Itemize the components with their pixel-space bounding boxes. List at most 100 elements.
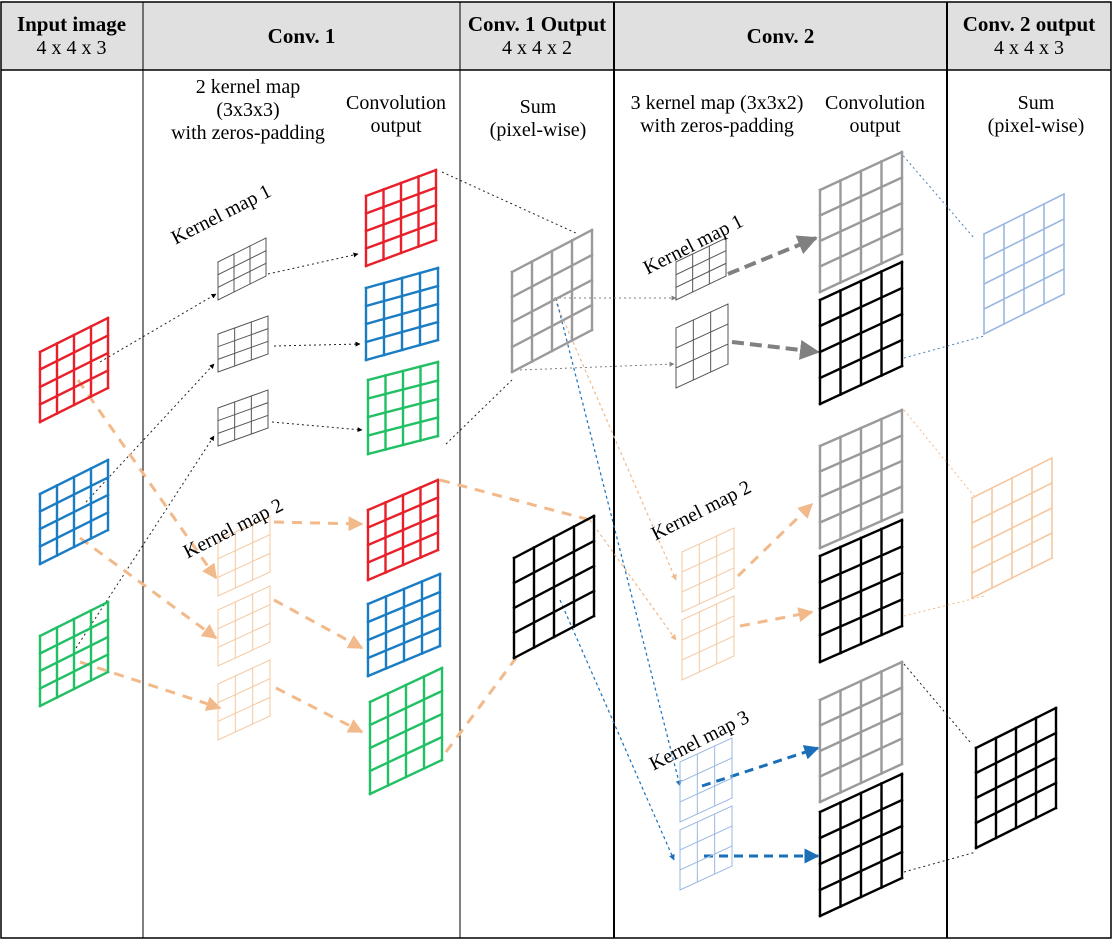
grid-line (818, 624, 904, 664)
grid-line (217, 275, 267, 301)
grid-line (366, 626, 442, 660)
grid-line (368, 758, 444, 796)
conv2-output-gray (818, 660, 904, 804)
caption-conv1-sum: Sum (pixel-wise) (489, 96, 587, 141)
input-green-channel (38, 600, 110, 708)
grid-line (217, 353, 269, 373)
grid-line (818, 510, 904, 550)
arrow-input-to-km2 (79, 660, 222, 711)
grid-line (364, 220, 438, 251)
grid-line (681, 615, 735, 641)
arrow-km2-to-output (275, 686, 364, 734)
grid-line (818, 484, 904, 525)
arrow-kernel-to-output (731, 339, 820, 360)
grid-line (818, 850, 904, 892)
conv1-output-red (366, 478, 440, 582)
grid-line (510, 328, 594, 374)
grid-line (982, 292, 1066, 336)
header-conv2-output: Conv. 2 output 4 x 4 x 3 (947, 2, 1111, 70)
header-conv1-output: Conv. 1 Output 4 x 4 x 2 (460, 2, 614, 70)
grid-line (970, 556, 1054, 600)
grid-line (366, 644, 442, 678)
grid-line (675, 275, 727, 301)
grid-line (970, 531, 1054, 575)
conv1-output-green (366, 360, 440, 456)
grid-line (364, 338, 440, 362)
grid-line (818, 226, 904, 269)
conv2-km2-kernel (681, 527, 735, 613)
conv2-km1-kernel (675, 237, 727, 301)
label-conv2-km1: Kernel map 1 (640, 210, 747, 279)
grid-line (364, 238, 438, 268)
grid-line (681, 527, 735, 553)
grid-line (681, 567, 735, 593)
conv1-km1-kernel (217, 389, 269, 447)
grid-line (217, 315, 269, 335)
conv1-km2-kernel (217, 659, 271, 741)
conv1-km1-kernel (217, 315, 269, 373)
arrow-input-to-km1 (85, 363, 215, 503)
grid-line (675, 303, 729, 329)
input-red-channel (38, 316, 110, 424)
header-title: Conv. 1 Output (467, 12, 607, 36)
grid-line (217, 604, 271, 630)
grid-line (217, 328, 269, 348)
conv1-sum-gray (510, 228, 594, 374)
grid-line (681, 635, 735, 661)
grid-line (217, 622, 271, 648)
label-conv2-km2: Kernel map 2 (648, 476, 755, 545)
grid-line (366, 434, 440, 456)
grid-line (217, 715, 271, 741)
grid-line (512, 614, 596, 660)
label-conv1-km1: Kernel map 1 (168, 180, 275, 249)
grid-line (512, 589, 596, 635)
header-title: Input image (16, 12, 127, 36)
header-title: Conv. 1 (267, 24, 336, 48)
grid-line (217, 340, 269, 360)
grid-line (679, 757, 733, 783)
grid-line (38, 652, 110, 691)
arrow-km2-to-output (273, 598, 364, 650)
input-blue-channel (38, 458, 110, 566)
header-subtitle: 4 x 4 x 3 (994, 37, 1064, 59)
grid-line (217, 237, 267, 263)
grid-line (681, 655, 735, 681)
conv2-output-black (818, 260, 904, 406)
grid-line (217, 641, 271, 667)
line-output-to-sum (444, 657, 518, 753)
grid-line (818, 876, 904, 918)
conv1-km1-kernel (217, 237, 267, 301)
grid-line (675, 249, 727, 276)
grid-line (974, 781, 1058, 825)
arrow-kernel-to-output (736, 502, 814, 578)
grid-line (679, 825, 733, 851)
arrow-km1-to-output (271, 421, 363, 433)
grid-line (38, 510, 110, 549)
grid-line (364, 320, 440, 344)
grid-line (679, 865, 733, 891)
arrow-kernel-to-output (739, 607, 814, 628)
conv2-km2-kernel (681, 595, 735, 681)
grid-line (510, 303, 594, 349)
grid-line (38, 386, 110, 424)
grid-line (217, 389, 269, 409)
caption-conv1-kernel: 2 kernel map (3x3x3) with zeros-padding (171, 76, 325, 144)
conv2-output-gray (818, 150, 904, 294)
conv2-output-black (818, 518, 904, 664)
conv1-output-green (368, 666, 444, 796)
arrow-input-to-km1 (99, 293, 217, 363)
grid-line (217, 402, 269, 422)
grid-line (679, 777, 733, 803)
grid-line (217, 515, 271, 541)
grid-line (679, 797, 733, 823)
arrow-km1-to-output (273, 341, 361, 347)
header-conv2: Conv. 2 (614, 2, 947, 70)
grid-line (679, 805, 733, 831)
grid-line (974, 806, 1058, 850)
line-output-to-final (903, 335, 985, 359)
line-output-to-final (903, 595, 985, 617)
header-band (1, 2, 1111, 70)
